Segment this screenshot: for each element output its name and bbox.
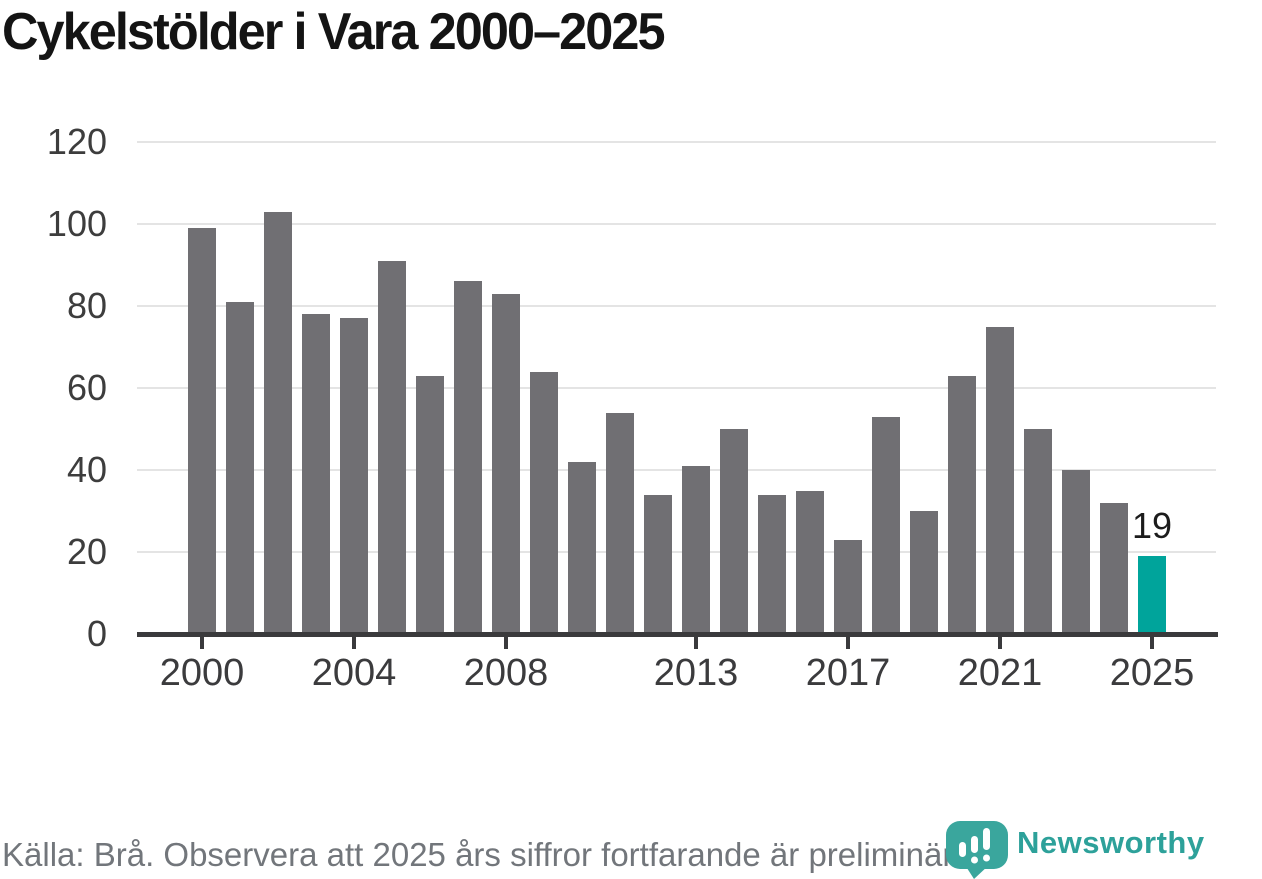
bar-2003 xyxy=(302,314,330,634)
bar-2009 xyxy=(530,371,558,634)
x-axis-line xyxy=(137,632,1218,637)
gridline-y40 xyxy=(137,469,1216,471)
bar-2005 xyxy=(378,260,406,634)
newsworthy-logo-text: Newsworthy xyxy=(1017,825,1205,860)
x-axis-label-2017: 2017 xyxy=(805,652,891,694)
x-axis-label-2008: 2008 xyxy=(463,652,549,694)
bar-2013 xyxy=(682,465,710,634)
x-tick-2013 xyxy=(694,637,698,649)
bar-2022 xyxy=(1024,429,1052,634)
bar-2002 xyxy=(264,211,292,634)
y-axis-label-60: 60 xyxy=(66,367,107,408)
y-axis-label-100: 100 xyxy=(46,203,107,244)
gridline-y80 xyxy=(137,305,1216,307)
y-axis-label-0: 0 xyxy=(86,613,107,654)
highlight-value-label: 19 xyxy=(1131,505,1173,547)
bar-2011 xyxy=(606,412,634,634)
y-axis-label-80: 80 xyxy=(66,285,107,326)
bar-2020 xyxy=(948,375,976,634)
bar-2006 xyxy=(416,375,444,634)
bar-2012 xyxy=(644,494,672,634)
bar-2001 xyxy=(226,301,254,634)
x-tick-2000 xyxy=(200,637,204,649)
x-axis-label-2013: 2013 xyxy=(653,652,739,694)
gridline-y60 xyxy=(137,387,1216,389)
bar-2007 xyxy=(454,281,482,634)
x-tick-2025 xyxy=(1150,637,1154,649)
bar-2016 xyxy=(796,490,824,634)
gridline-y100 xyxy=(137,223,1216,225)
newsworthy-logo-icon xyxy=(946,821,1008,879)
x-tick-2008 xyxy=(504,637,508,649)
bar-2018 xyxy=(872,416,900,634)
x-axis-label-2025: 2025 xyxy=(1109,652,1195,694)
bar-2014 xyxy=(720,429,748,634)
x-tick-2004 xyxy=(352,637,356,649)
bar-2023 xyxy=(1062,470,1090,634)
newsworthy-logo[interactable]: Newsworthy xyxy=(945,815,1205,879)
bar-2000 xyxy=(188,228,216,634)
bar-2019 xyxy=(910,511,938,634)
bar-2024 xyxy=(1100,502,1128,634)
y-axis-label-120: 120 xyxy=(46,121,107,162)
x-tick-2021 xyxy=(998,637,1002,649)
source-note: Källa: Brå. Observera att 2025 års siffr… xyxy=(2,836,981,873)
bar-2021 xyxy=(986,326,1014,634)
x-axis-label-2021: 2021 xyxy=(957,652,1043,694)
bar-2017 xyxy=(834,539,862,634)
y-axis-label-40: 40 xyxy=(66,449,107,490)
x-tick-2017 xyxy=(846,637,850,649)
x-axis-label-2000: 2000 xyxy=(159,652,245,694)
y-axis-label-20: 20 xyxy=(66,531,107,572)
bar-2025 xyxy=(1138,556,1166,634)
bar-2010 xyxy=(568,461,596,634)
gridline-y120 xyxy=(137,141,1216,143)
bar-2008 xyxy=(492,293,520,634)
bar-2004 xyxy=(340,318,368,634)
bar-2015 xyxy=(758,494,786,634)
x-axis-label-2004: 2004 xyxy=(311,652,397,694)
chart-title: Cykelstölder i Vara 2000–2025 xyxy=(2,3,666,61)
gridline-y20 xyxy=(137,551,1216,553)
